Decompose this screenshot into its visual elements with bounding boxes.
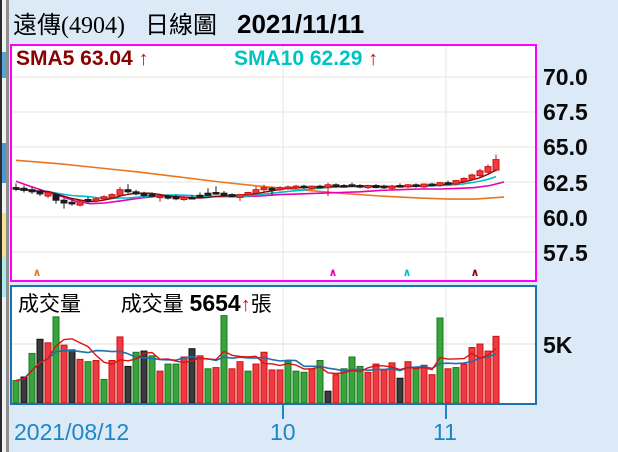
chart-date: 2021/11/11 xyxy=(236,9,365,39)
background-app-sliver-blue-1 xyxy=(2,52,6,78)
window-splitter[interactable] xyxy=(6,0,9,452)
volume-label: 成交量 xyxy=(120,293,184,316)
window-border xyxy=(0,0,2,452)
background-app-sliver-blue-2 xyxy=(2,143,6,183)
price-tick-57-5: 57.5 xyxy=(543,240,588,266)
svg-text:∧: ∧ xyxy=(403,266,412,279)
volume-title: 成交量 xyxy=(18,293,81,316)
price-tick-62-5: 62.5 xyxy=(543,170,588,196)
svg-text:∧: ∧ xyxy=(33,266,42,279)
price-tick-65: 65.0 xyxy=(543,134,588,160)
window-left-edge xyxy=(0,0,9,452)
volume-header: 成交量 成交量 5654↑張 xyxy=(18,288,272,318)
sma5-label: SMA5 63.04 ↑ xyxy=(16,47,149,70)
x-label-november: 11 xyxy=(433,419,457,445)
sma5-up-arrow-icon: ↑ xyxy=(138,48,149,70)
background-app-sliver-yellow xyxy=(2,213,6,257)
x-label-start: 2021/08/12 xyxy=(14,419,130,445)
svg-text:∧: ∧ xyxy=(329,266,338,279)
x-label-october: 10 xyxy=(270,419,296,445)
sma10-label: SMA10 62.29 ↑ xyxy=(234,47,379,70)
price-tick-67-5: 67.5 xyxy=(543,99,588,125)
candlestick-chart[interactable]: ∧ ∧ ∧ ∧ xyxy=(12,46,535,280)
volume-up-arrow-icon: ↑ xyxy=(240,294,251,316)
sma10-up-arrow-icon: ↑ xyxy=(368,48,379,70)
stock-name: 遠傳(4904) xyxy=(13,13,125,39)
price-chart-panel[interactable]: ∧ ∧ ∧ ∧ SMA5 63.04 ↑ SMA10 62.29 ↑ xyxy=(10,44,537,282)
background-app-sliver-cyan xyxy=(2,257,6,297)
x-tick-october xyxy=(282,405,284,419)
price-tick-60: 60.0 xyxy=(543,205,588,231)
volume-tick-5k: 5K xyxy=(543,332,573,358)
svg-text:∧: ∧ xyxy=(471,266,480,279)
chart-title: 遠傳(4904) 日線圖 2021/11/11 xyxy=(13,5,364,40)
sma-legend: SMA5 63.04 ↑ SMA10 62.29 ↑ xyxy=(16,47,378,71)
volume-unit: 張 xyxy=(250,293,272,316)
x-tick-november xyxy=(445,405,447,419)
volume-value: 5654 xyxy=(189,290,241,316)
chart-type-label: 日線圖 xyxy=(144,13,217,39)
price-tick-70: 70.0 xyxy=(543,64,588,90)
volume-chart-panel[interactable]: 成交量 成交量 5654↑張 xyxy=(10,285,537,405)
